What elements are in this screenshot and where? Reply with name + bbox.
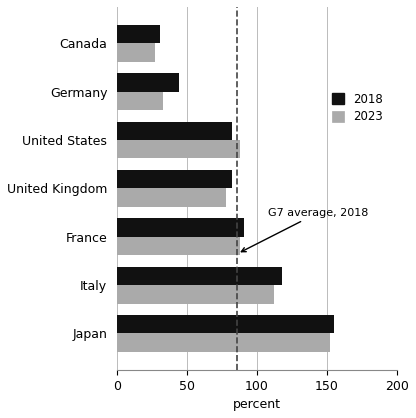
Bar — [117, 43, 155, 61]
Bar — [117, 122, 232, 140]
Bar — [117, 334, 330, 352]
Legend: 2018, 2023: 2018, 2023 — [332, 93, 383, 123]
Bar — [117, 237, 240, 255]
Bar — [117, 218, 245, 237]
Bar — [117, 285, 274, 303]
Text: G7 average, 2018: G7 average, 2018 — [241, 208, 369, 252]
Bar — [117, 267, 282, 285]
Bar — [117, 73, 178, 92]
Bar — [117, 92, 163, 110]
X-axis label: percent: percent — [233, 398, 281, 411]
Bar — [117, 140, 240, 158]
Bar — [117, 189, 226, 207]
Bar — [117, 315, 334, 334]
Bar — [117, 25, 161, 43]
Bar — [117, 170, 232, 189]
